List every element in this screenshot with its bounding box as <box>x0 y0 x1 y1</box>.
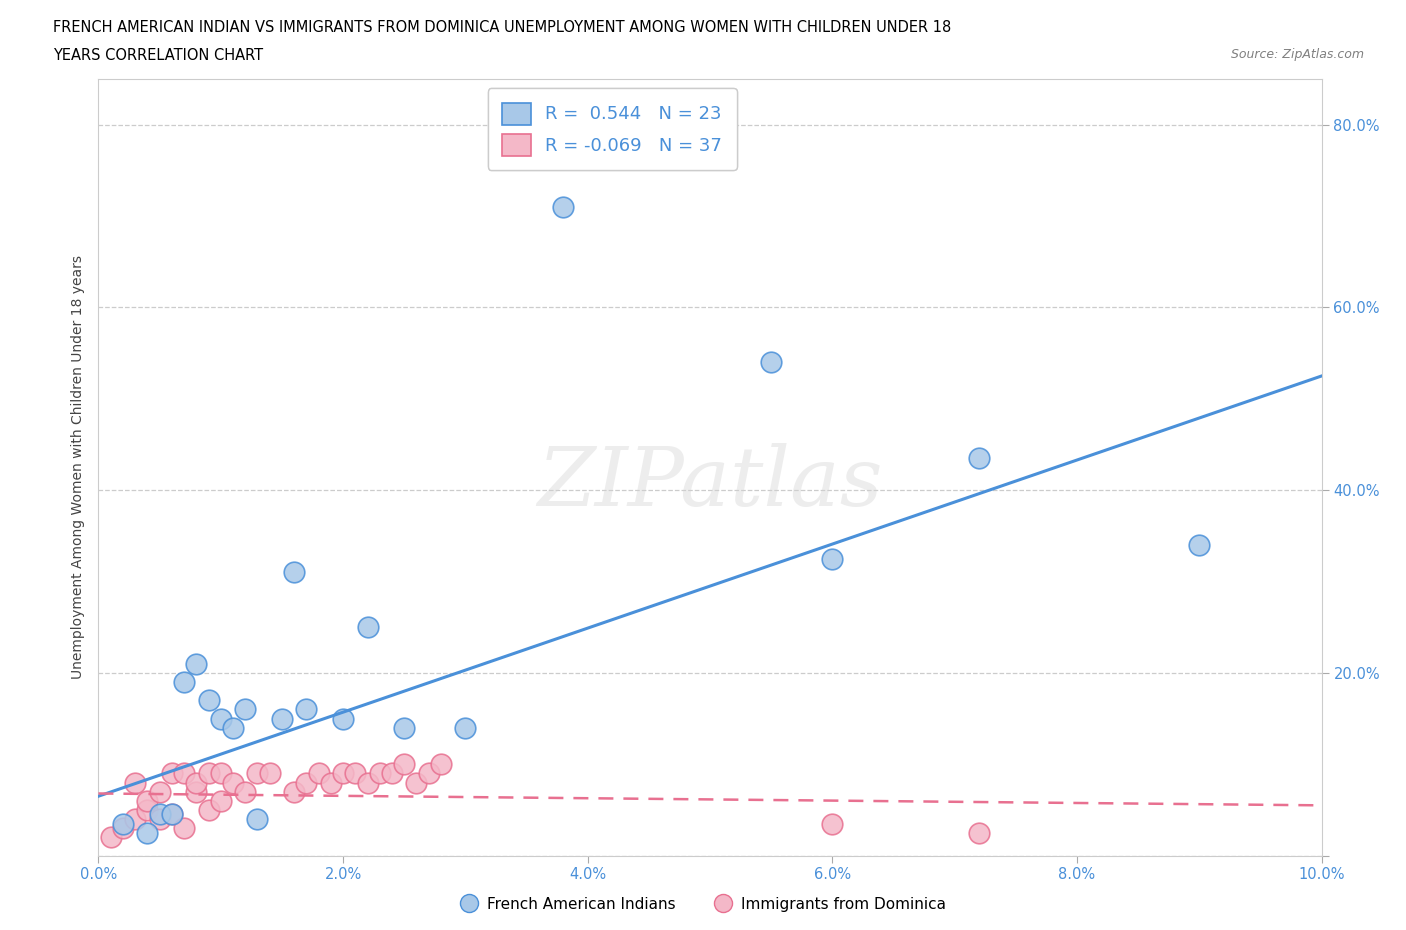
Point <box>259 766 281 781</box>
Point <box>209 793 232 808</box>
Point <box>222 720 245 735</box>
Point <box>270 711 292 726</box>
Point <box>295 702 318 717</box>
Point <box>454 720 477 735</box>
Point <box>222 775 245 790</box>
Point <box>111 817 134 831</box>
Point <box>405 775 427 790</box>
Point <box>332 711 354 726</box>
Point <box>246 766 269 781</box>
Text: YEARS CORRELATION CHART: YEARS CORRELATION CHART <box>53 48 263 63</box>
Point <box>332 766 354 781</box>
Point <box>136 803 159 817</box>
Point <box>197 766 219 781</box>
Point <box>197 693 219 708</box>
Point <box>356 619 378 634</box>
Text: ZIPatlas: ZIPatlas <box>537 443 883 523</box>
Text: Source: ZipAtlas.com: Source: ZipAtlas.com <box>1230 48 1364 61</box>
Legend: R =  0.544   N = 23, R = -0.069   N = 37: R = 0.544 N = 23, R = -0.069 N = 37 <box>488 88 737 170</box>
Point <box>186 784 208 799</box>
Point <box>197 803 219 817</box>
Point <box>368 766 391 781</box>
Point <box>173 766 195 781</box>
Text: FRENCH AMERICAN INDIAN VS IMMIGRANTS FROM DOMINICA UNEMPLOYMENT AMONG WOMEN WITH: FRENCH AMERICAN INDIAN VS IMMIGRANTS FRO… <box>53 20 952 35</box>
Point <box>149 812 172 827</box>
Point <box>430 757 453 772</box>
Point <box>356 775 378 790</box>
Point <box>246 812 269 827</box>
Point <box>344 766 367 781</box>
Point <box>124 812 146 827</box>
Point <box>173 821 195 836</box>
Point <box>160 807 183 822</box>
Point <box>160 766 183 781</box>
Point <box>233 702 256 717</box>
Point <box>1188 538 1211 552</box>
Point <box>100 830 122 844</box>
Point <box>149 784 172 799</box>
Y-axis label: Unemployment Among Women with Children Under 18 years: Unemployment Among Women with Children U… <box>70 256 84 679</box>
Point <box>209 711 232 726</box>
Point <box>308 766 330 781</box>
Point <box>209 766 232 781</box>
Point <box>553 200 575 215</box>
Point <box>186 775 208 790</box>
Point <box>149 807 172 822</box>
Point <box>295 775 318 790</box>
Point <box>381 766 404 781</box>
Point <box>967 451 990 466</box>
Point <box>283 784 305 799</box>
Point <box>136 793 159 808</box>
Point <box>759 355 782 370</box>
Point <box>821 817 844 831</box>
Point <box>967 825 990 840</box>
Point <box>821 551 844 566</box>
Point <box>392 757 416 772</box>
Point <box>283 565 305 579</box>
Point <box>233 784 256 799</box>
Point <box>418 766 440 781</box>
Point <box>186 657 208 671</box>
Point <box>136 825 159 840</box>
Point <box>111 821 134 836</box>
Legend: French American Indians, Immigrants from Dominica: French American Indians, Immigrants from… <box>454 891 952 918</box>
Point <box>173 674 195 689</box>
Point <box>319 775 342 790</box>
Point <box>160 807 183 822</box>
Point <box>392 720 416 735</box>
Point <box>124 775 146 790</box>
